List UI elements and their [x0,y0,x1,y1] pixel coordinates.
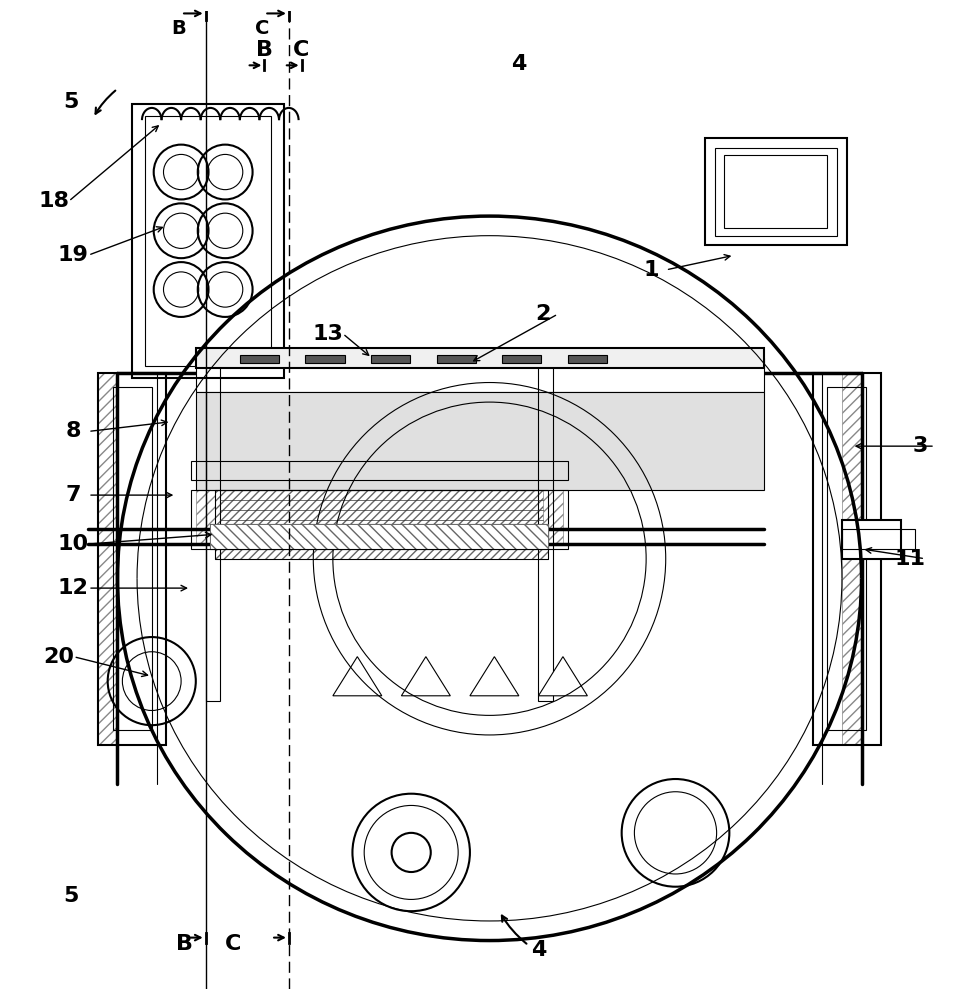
Bar [210,524,548,549]
Text: C: C [255,19,269,38]
Text: 7: 7 [66,485,81,505]
Text: 13: 13 [312,324,343,344]
Bar [210,524,548,549]
Bar [196,348,763,368]
Text: B: B [255,40,273,60]
Bar [191,490,567,549]
Bar [714,148,836,236]
Text: C: C [225,934,241,954]
Polygon shape [538,657,587,696]
Bar [132,104,284,378]
Text: 4: 4 [511,54,526,74]
Text: 10: 10 [58,534,89,554]
Text: 4: 4 [530,940,546,960]
Bar [812,373,880,745]
Bar [371,355,410,363]
Text: 8: 8 [66,421,81,441]
Text: 19: 19 [58,245,89,265]
Text: 1: 1 [643,260,658,280]
Bar [196,358,763,392]
Bar [841,520,900,559]
Polygon shape [333,657,381,696]
Bar [196,358,215,544]
Text: 11: 11 [894,549,925,569]
Polygon shape [469,657,518,696]
Bar [543,358,562,544]
Text: B: B [170,19,186,38]
Bar [215,490,548,559]
Text: 5: 5 [63,92,78,112]
Bar [98,373,117,745]
Bar [704,138,846,245]
Bar [145,116,271,366]
Bar [205,358,220,701]
Bar [240,355,279,363]
Text: 18: 18 [38,191,69,211]
Bar [502,355,541,363]
Text: 3: 3 [911,436,927,456]
Text: 5: 5 [63,886,78,906]
Text: C: C [293,40,309,60]
Bar [841,529,914,549]
Bar [191,461,567,480]
Bar [841,373,861,745]
Bar [305,355,344,363]
Bar [436,355,475,363]
Bar [567,355,606,363]
Polygon shape [401,657,450,696]
Bar [196,392,763,490]
Text: B: B [175,934,193,954]
Bar [538,358,553,701]
Bar [826,387,866,730]
Bar [98,373,166,745]
Bar [215,490,548,559]
Text: 20: 20 [43,647,74,667]
Text: 2: 2 [535,304,551,324]
Bar [724,155,826,228]
Bar [112,387,152,730]
Text: 12: 12 [58,578,89,598]
